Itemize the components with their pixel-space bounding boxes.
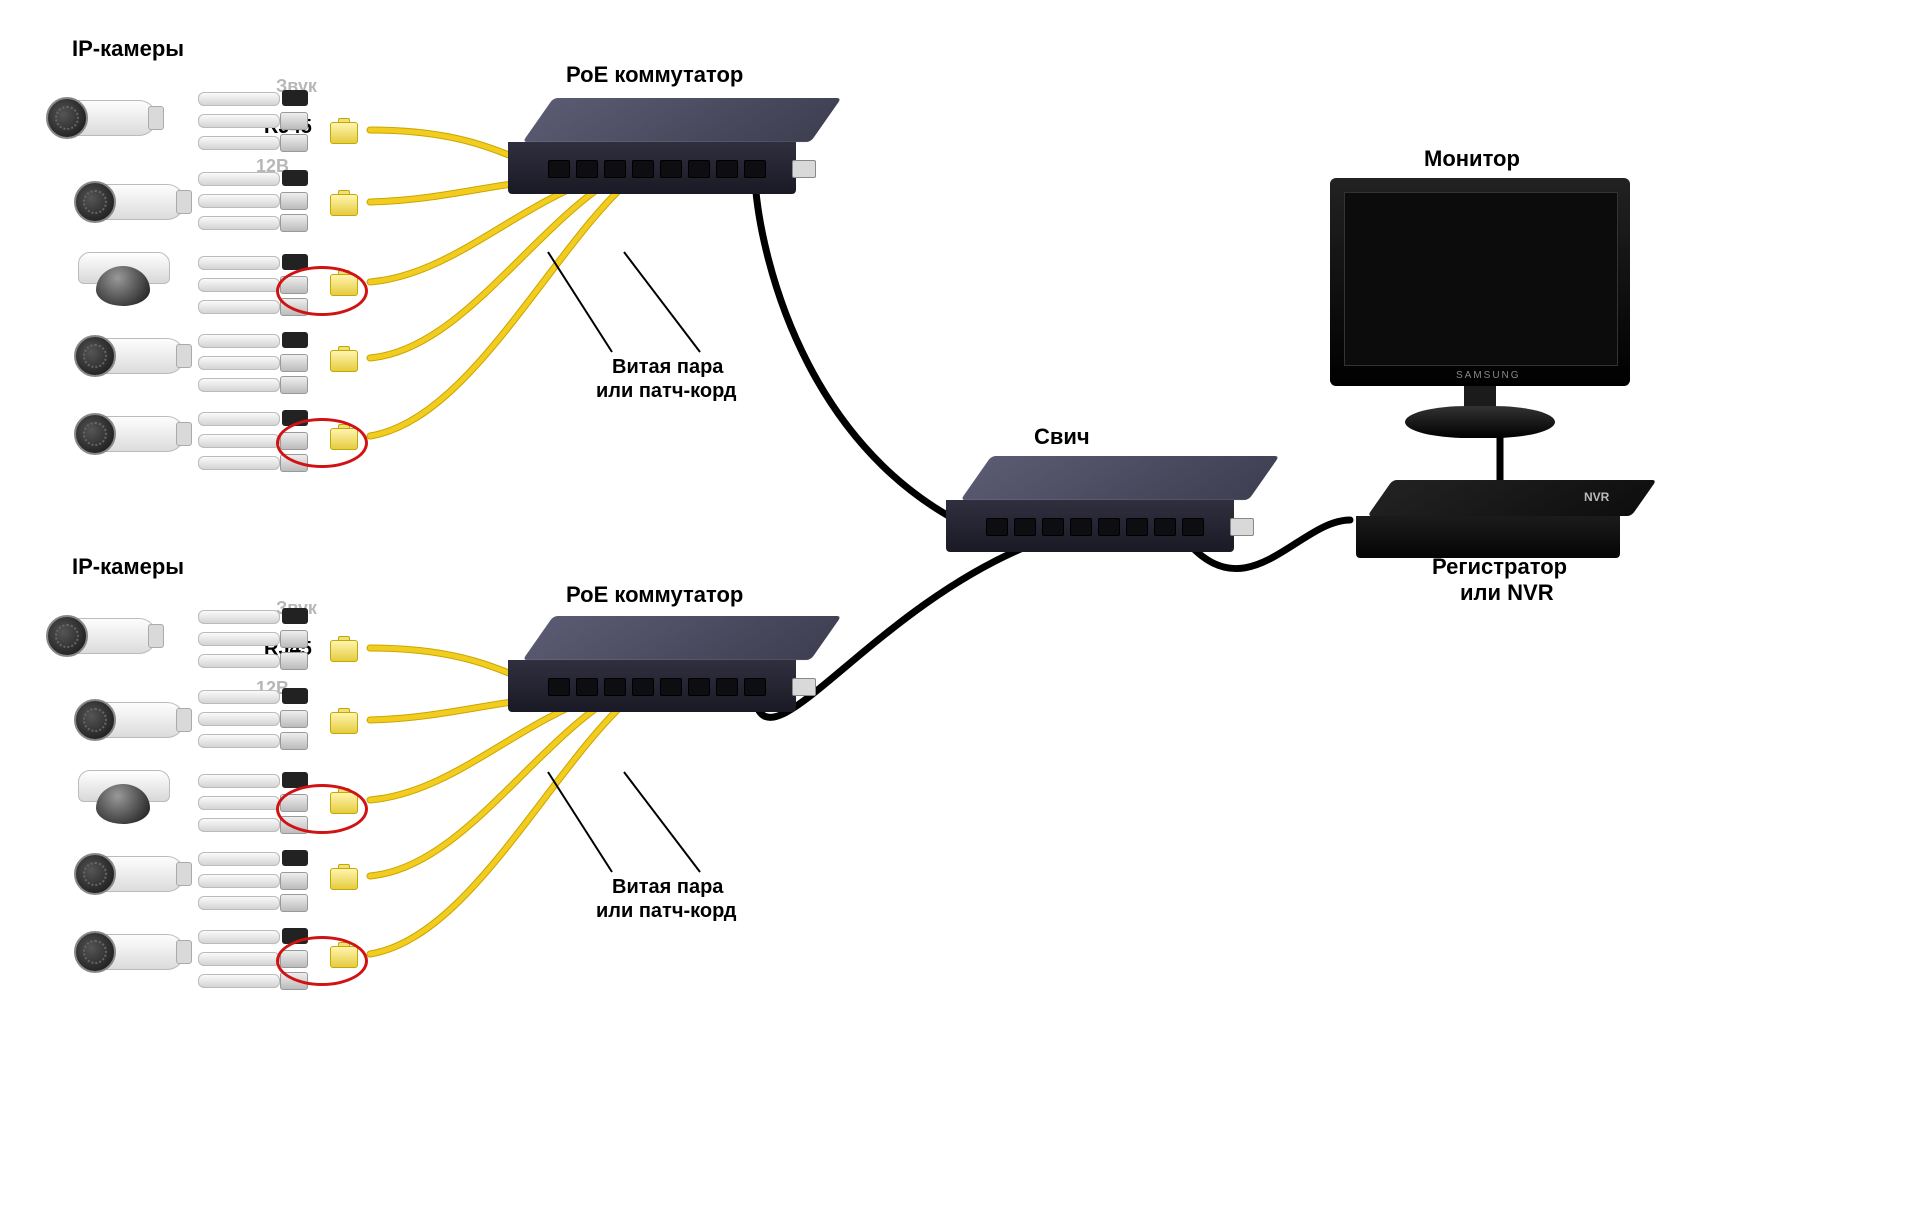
rj45-plug-icon — [330, 118, 370, 146]
bullet-camera-icon — [68, 926, 188, 976]
rj45-plug-icon — [330, 708, 370, 736]
camera-connector-tail — [198, 642, 308, 678]
bullet-camera-icon — [68, 694, 188, 744]
rj45-plug-icon — [330, 636, 370, 664]
bullet-camera-icon — [68, 408, 188, 458]
rj45-plug-icon — [330, 864, 370, 892]
label-twisted-2b: или патч-корд — [596, 900, 737, 923]
highlight-circle — [276, 784, 368, 834]
bullet-camera-icon — [40, 610, 160, 660]
dome-camera-icon — [78, 252, 168, 308]
label-switch: Свич — [1034, 424, 1090, 450]
bullet-camera-icon — [68, 176, 188, 226]
camera-connector-tail — [198, 366, 308, 402]
label-twisted-1b: или патч-корд — [596, 380, 737, 403]
label-poe-switch-2: РоЕ коммутатор — [566, 582, 743, 608]
bullet-camera-icon — [68, 330, 188, 380]
camera-connector-tail — [198, 204, 308, 240]
label-poe-switch-1: РоЕ коммутатор — [566, 62, 743, 88]
label-ip-cameras-1: IP-камеры — [72, 36, 184, 62]
rj45-plug-icon — [330, 190, 370, 218]
label-twisted-2a: Витая пара — [612, 876, 723, 899]
bullet-camera-icon — [68, 848, 188, 898]
label-recorder-line2: или NVR — [1460, 580, 1554, 606]
camera-connector-tail — [198, 124, 308, 160]
highlight-circle — [276, 418, 368, 468]
nvr-badge: NVR — [1584, 490, 1609, 504]
label-twisted-1a: Витая пара — [612, 356, 723, 379]
label-ip-cameras-2: IP-камеры — [72, 554, 184, 580]
camera-connector-tail — [198, 722, 308, 758]
highlight-circle — [276, 266, 368, 316]
label-monitor: Монитор — [1424, 146, 1520, 172]
monitor-brand: SAMSUNG — [1456, 370, 1521, 381]
camera-connector-tail — [198, 884, 308, 920]
dome-camera-icon — [78, 770, 168, 826]
rj45-plug-icon — [330, 346, 370, 374]
bullet-camera-icon — [40, 92, 160, 142]
diagram-stage: { "type": "network-wiring-diagram", "can… — [0, 0, 1924, 1216]
highlight-circle — [276, 936, 368, 986]
